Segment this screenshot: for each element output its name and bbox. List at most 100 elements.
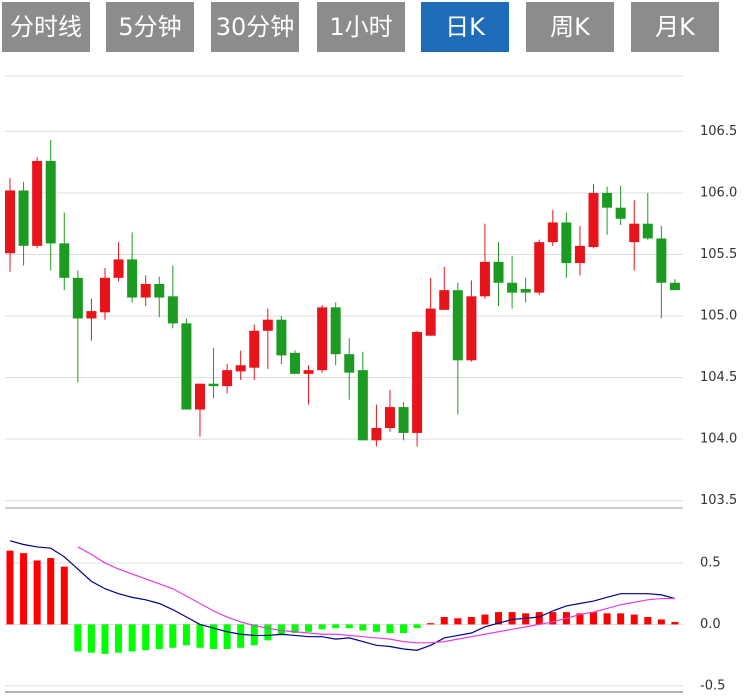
macd-bar — [590, 612, 598, 625]
candle-body — [425, 308, 436, 336]
y-tick-label: 106.0 — [700, 185, 737, 200]
macd-bar — [115, 624, 123, 653]
macd-bar — [671, 621, 679, 625]
y-tick-label: 103.5 — [700, 493, 737, 508]
candle-body — [72, 277, 83, 319]
y-tick-label: 105.5 — [700, 247, 737, 262]
candle-body — [479, 261, 490, 297]
y-tick-label: 106.5 — [700, 124, 737, 139]
candle-body — [330, 307, 341, 355]
candle-body — [59, 243, 70, 278]
candle-body — [32, 160, 43, 246]
macd-bar — [196, 624, 204, 648]
macd-bar — [657, 619, 665, 625]
candle-body — [357, 370, 368, 441]
tab[interactable]: 1小时 — [317, 2, 405, 52]
macd-bar — [630, 614, 638, 625]
candle-body — [602, 192, 613, 208]
macd-bar — [644, 617, 652, 625]
candle-body — [452, 290, 463, 361]
macd-bar — [549, 612, 557, 625]
candle-body — [99, 277, 110, 313]
macd-bar — [250, 624, 258, 646]
macd-bar — [33, 560, 41, 625]
y-tick-label: 0.5 — [700, 555, 721, 570]
candle-body — [276, 319, 287, 356]
y-tick-label: 104.0 — [700, 432, 737, 447]
candle-body — [181, 323, 192, 410]
macd-bar — [20, 553, 28, 625]
macd-bar — [128, 624, 136, 652]
candle-body — [547, 222, 558, 243]
macd-bar — [60, 566, 68, 625]
macd-bar — [332, 624, 340, 629]
tab[interactable]: 月K — [631, 2, 719, 52]
macd-bar — [291, 624, 299, 633]
candle-body — [642, 223, 653, 239]
candle-body — [466, 296, 477, 361]
macd-bar — [101, 624, 109, 654]
tab[interactable]: 30分钟 — [211, 2, 299, 52]
candle-body — [303, 370, 314, 374]
candle-body — [629, 223, 640, 243]
candle-body — [520, 288, 531, 293]
macd-bar — [169, 624, 177, 648]
macd-bar — [576, 613, 584, 625]
y-tick-label: -0.5 — [700, 678, 725, 693]
candle-body — [317, 307, 328, 371]
macd-bar — [386, 624, 394, 633]
macd-bar — [372, 624, 380, 632]
macd-bar — [495, 612, 503, 625]
candle-body — [669, 282, 680, 291]
macd-bar — [87, 624, 95, 653]
candle-body — [194, 383, 205, 410]
macd-bar — [535, 612, 543, 625]
candle-body — [561, 222, 572, 264]
macd-bar — [481, 614, 489, 625]
tab[interactable]: 周K — [526, 2, 614, 52]
y-tick-label: 105.0 — [700, 309, 737, 324]
candle-body — [154, 284, 165, 298]
tab[interactable]: 5分钟 — [106, 2, 194, 52]
macd-bar — [359, 624, 367, 631]
macd-bar — [413, 624, 421, 629]
macd-bar — [74, 624, 82, 652]
candle-body — [344, 354, 355, 373]
candle-body — [5, 190, 15, 254]
candle-body — [656, 238, 667, 283]
candle-body — [262, 319, 273, 331]
macd-bar — [305, 624, 313, 632]
macd-bar — [617, 613, 625, 625]
macd-bar — [223, 624, 231, 649]
macd-bar — [155, 624, 163, 649]
candle-body — [45, 160, 56, 244]
candle-body — [439, 290, 450, 310]
macd-bar — [277, 624, 285, 636]
candle-body — [615, 207, 626, 219]
candle-body — [222, 370, 233, 387]
candle-body — [493, 261, 504, 283]
candle-body — [384, 407, 395, 428]
macd-line — [77, 546, 675, 644]
macd-bar — [440, 617, 448, 625]
macd-bar — [508, 612, 516, 625]
macd-bar — [318, 624, 326, 630]
candle-body — [289, 352, 300, 374]
tab[interactable]: 日K — [421, 2, 509, 52]
candle-body — [208, 383, 219, 387]
candle-body — [86, 311, 97, 319]
candle-body — [574, 245, 585, 264]
candle-body — [398, 407, 409, 433]
macd-bar — [6, 550, 14, 625]
candle-body — [249, 330, 260, 368]
macd-bar — [47, 558, 55, 625]
candle-body — [412, 332, 423, 433]
tab[interactable]: 分时线 — [2, 2, 90, 52]
macd-bar — [345, 624, 353, 629]
candle-body — [507, 282, 518, 293]
candle-body — [18, 190, 29, 246]
macd-bar — [237, 624, 245, 648]
macd-bar — [427, 623, 435, 625]
